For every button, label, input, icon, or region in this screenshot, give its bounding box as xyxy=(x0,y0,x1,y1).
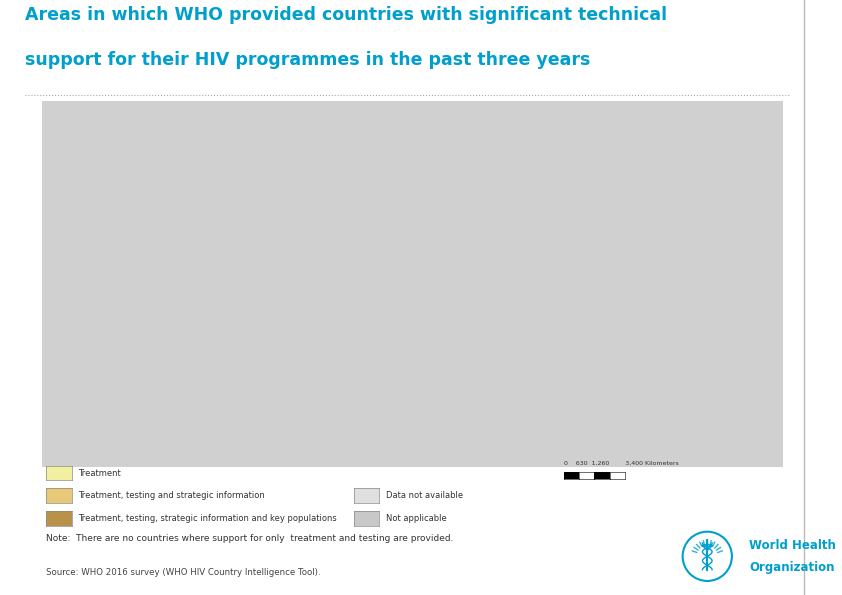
Text: World Health: World Health xyxy=(749,539,836,552)
Text: Treatment, testing and strategic information: Treatment, testing and strategic informa… xyxy=(78,491,265,500)
Text: Not applicable: Not applicable xyxy=(386,513,446,523)
Text: Data not available: Data not available xyxy=(386,491,463,500)
Text: Treatment, testing, strategic information and key populations: Treatment, testing, strategic informatio… xyxy=(78,513,337,523)
Text: Organization: Organization xyxy=(749,560,834,574)
Text: 0    630  1,260        3,400 Kilometers: 0 630 1,260 3,400 Kilometers xyxy=(564,461,679,466)
Text: Treatment: Treatment xyxy=(78,468,121,478)
Text: Note:  There are no countries where support for only  treatment and testing are : Note: There are no countries where suppo… xyxy=(46,534,454,543)
Text: support for their HIV programmes in the past three years: support for their HIV programmes in the … xyxy=(25,51,590,69)
Text: Areas in which WHO provided countries with significant technical: Areas in which WHO provided countries wi… xyxy=(25,6,668,24)
Text: Source: WHO 2016 survey (WHO HIV Country Intelligence Tool).: Source: WHO 2016 survey (WHO HIV Country… xyxy=(46,568,321,577)
